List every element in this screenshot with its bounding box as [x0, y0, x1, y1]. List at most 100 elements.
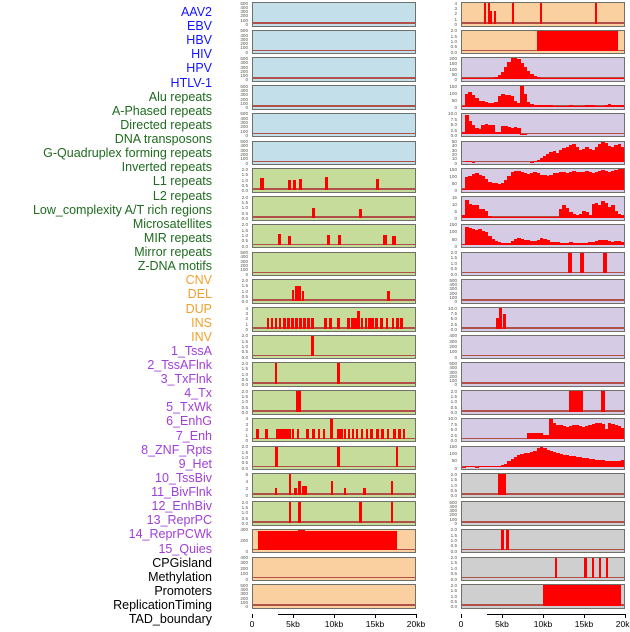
profile-bin — [604, 240, 609, 246]
data-bar — [295, 391, 302, 412]
track-label-2-tssaflnk: 2_TssAFlnk — [147, 358, 212, 372]
profile-bin — [591, 424, 596, 440]
profile-bin — [591, 241, 596, 246]
profile-bin — [520, 172, 524, 190]
profile-bin — [507, 175, 511, 190]
track-label-9-het: 9_Het — [178, 456, 212, 471]
profile-bin — [585, 458, 589, 468]
y-axis-labels: 2.0 1.5 1.0 0.5 0.0 — [450, 28, 457, 55]
track-baseline — [253, 49, 415, 52]
profile-bin — [462, 106, 466, 107]
track-label-directed-repeats: Directed repeats — [120, 117, 212, 132]
y-axis-labels: 2.0 1.5 1.0 0.5 0.0 — [450, 582, 457, 610]
track-label-l1-repeats: L1 repeats — [152, 174, 212, 189]
track-label-column: AAV2 EBV HBV HIV HPV HTLV-1 Alu repeats A-Phase… — [0, 0, 212, 630]
profile-bin — [617, 104, 622, 107]
track-baseline — [253, 437, 415, 440]
profile-bin — [614, 241, 618, 246]
track-baseline — [253, 132, 415, 135]
y-axis-labels: 2.0 1.5 1.0 0.5 0.0 — [450, 471, 457, 499]
profile-bin — [465, 466, 469, 468]
profile-bin — [474, 205, 479, 218]
profile-bin — [568, 426, 573, 440]
y-axis-labels: 2.0 1.5 1.0 0.5 0.0 — [450, 250, 457, 277]
profile-bin — [572, 171, 576, 190]
profile-bin — [533, 76, 537, 79]
profile-bin — [484, 232, 489, 246]
data-bar — [295, 286, 298, 301]
profile-bin — [465, 93, 469, 107]
track-row — [252, 556, 416, 582]
profile-bin — [491, 239, 495, 246]
x-axis-tick-label: 10kb — [533, 619, 553, 629]
profile-bin — [601, 239, 605, 246]
profile-bin — [598, 78, 602, 79]
profile-bin — [601, 424, 605, 440]
data-bar — [256, 429, 259, 440]
profile-bin — [555, 153, 560, 163]
profile-bin — [481, 77, 486, 79]
track-label-ins: INS — [191, 315, 212, 330]
data-bar — [302, 486, 308, 495]
x-axis-tick — [292, 614, 294, 618]
track-label-tad-boundary: TAD_boundary — [128, 612, 212, 627]
data-bar — [402, 429, 406, 440]
profile-bin — [494, 241, 499, 246]
profile-bin — [598, 171, 602, 190]
profile-bin — [559, 171, 563, 190]
data-bar — [286, 429, 289, 440]
profile-bin — [513, 126, 518, 135]
track-row — [461, 168, 625, 193]
profile-bin — [513, 100, 518, 107]
profile-bin — [588, 172, 592, 190]
profile-bin — [594, 146, 599, 163]
profile-bin — [481, 176, 486, 190]
profile-bin — [607, 172, 612, 190]
data-bar — [296, 429, 300, 440]
profile-bin — [530, 217, 534, 218]
profile-bin — [491, 125, 495, 135]
track-label-inv: INV — [191, 329, 212, 344]
x-axis: 0 5kb 10kb 15kb 20kb — [459, 614, 630, 632]
profile-bin — [552, 78, 557, 79]
track-label-z-dna-motifs: Z-DNA motifs — [137, 259, 212, 274]
profile-bin — [478, 78, 482, 79]
x-axis-tick-label: 10kb — [324, 619, 344, 629]
profile-bin — [588, 104, 592, 107]
track-label-3-txflnk: 3_TxFlnk — [160, 372, 212, 387]
profile-bin — [526, 240, 531, 246]
track-label-dna-transposons: DNA transposons — [114, 132, 212, 147]
x-axis-tick-label: 0 — [249, 619, 255, 629]
track-row — [461, 584, 625, 609]
profile-bin — [504, 95, 508, 107]
data-bar — [400, 318, 403, 329]
profile-bin — [465, 176, 469, 190]
data-bar — [307, 318, 310, 329]
data-bar — [386, 290, 390, 301]
profile-bin — [598, 240, 602, 246]
profile-bin — [565, 78, 570, 79]
profile-bin — [598, 423, 602, 440]
profile-bin — [533, 451, 537, 468]
y-axis-labels: 2.0 1.5 1.0 0.5 0.0 — [241, 388, 248, 416]
profile-bin — [462, 214, 466, 218]
y-axis-labels: 2.0 1.5 1.0 0.5 0.0 — [241, 333, 248, 360]
profile-bin — [555, 172, 560, 190]
track-label-cnv: CNV — [185, 273, 212, 288]
data-bar — [359, 502, 362, 523]
data-bar — [359, 209, 363, 218]
x-axis-tick — [415, 614, 417, 618]
y-axis-labels: 2.0 1.5 1.0 0.5 0.0 — [241, 166, 248, 194]
profile-bin — [468, 121, 473, 135]
track-row — [252, 362, 416, 387]
profile-bin — [575, 106, 580, 107]
profile-bin — [568, 78, 573, 79]
profile-bin — [604, 78, 609, 79]
track-label-mir-repeats: MIR repeats — [143, 230, 212, 245]
y-axis-labels: 2.0 1.5 1.0 0.5 0.0 — [241, 277, 248, 305]
track-row — [461, 196, 625, 221]
profile-bin — [494, 217, 499, 218]
